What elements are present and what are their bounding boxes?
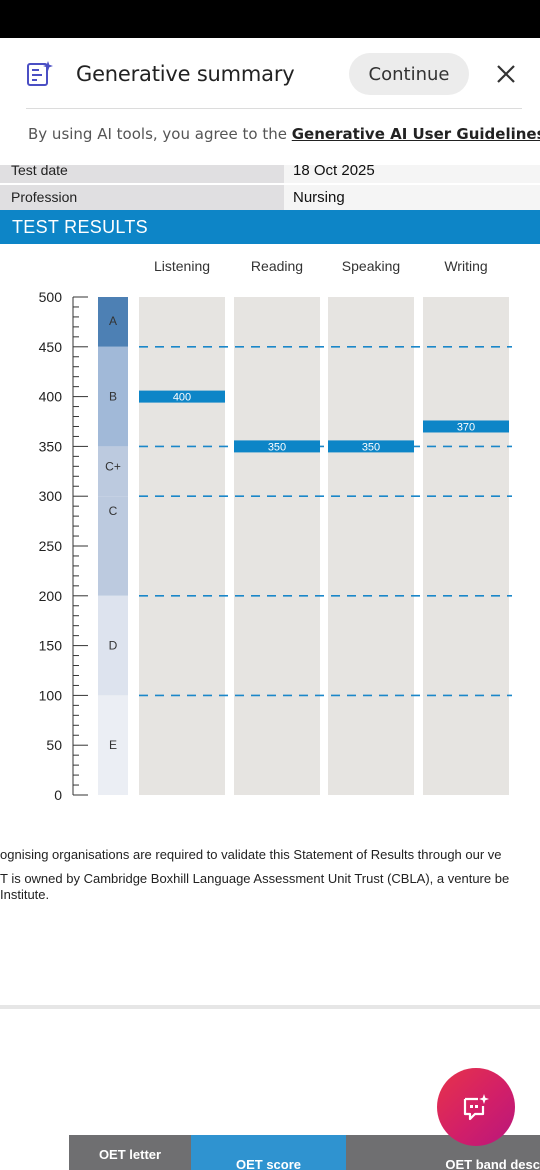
- y-tick-label: 400: [39, 389, 63, 405]
- page-divider: [0, 1005, 540, 1009]
- ai-chat-icon: [463, 1094, 489, 1121]
- score-bar: [139, 390, 225, 403]
- column-header: Listening: [154, 258, 210, 274]
- score-bar-label: 350: [268, 441, 286, 453]
- score-column: [328, 297, 414, 795]
- grade-band: [98, 346, 128, 447]
- footer-line-1: ognising organisations are required to v…: [0, 847, 502, 862]
- grade-band: [98, 297, 128, 347]
- tab-oet-band[interactable]: OET band desc: [346, 1135, 540, 1170]
- score-bar-label: 370: [457, 421, 475, 433]
- summary-title: Generative summary: [76, 62, 295, 86]
- score-bar-label: 400: [173, 392, 191, 404]
- grade-band: [98, 595, 128, 696]
- grade-label: C: [109, 504, 118, 518]
- grade-band: [98, 496, 128, 596]
- ai-assistant-button[interactable]: [437, 1068, 515, 1146]
- score-column: [423, 297, 509, 795]
- y-tick-label: 250: [39, 538, 63, 554]
- y-tick-label: 350: [39, 438, 63, 454]
- close-icon[interactable]: [494, 62, 518, 86]
- grade-band: [98, 446, 128, 497]
- y-tick-label: 450: [39, 339, 63, 355]
- results-chart: Listening Reading Speaking Writing A B C+ C D E 0 5…: [39, 258, 512, 803]
- column-header: Writing: [444, 258, 487, 274]
- grade-label: E: [109, 738, 117, 752]
- info-value: Nursing: [284, 185, 540, 210]
- grade-label: A: [109, 314, 117, 328]
- score-bar-label: 350: [362, 441, 380, 453]
- generative-ai-icon: [27, 61, 53, 86]
- column-header: Reading: [251, 258, 303, 274]
- document-view: Test date 18 Oct 2025 Profession Nursing…: [0, 158, 540, 1008]
- y-tick-label: 0: [54, 787, 62, 803]
- y-tick-label: 150: [39, 638, 63, 654]
- y-tick-label: 300: [39, 488, 63, 504]
- grade-label: D: [109, 639, 118, 653]
- y-tick-label: 50: [46, 737, 62, 753]
- score-column: [139, 297, 225, 795]
- grade-label: B: [109, 390, 117, 404]
- guidelines-link[interactable]: Generative AI User Guidelines.: [291, 125, 540, 143]
- header-divider: [26, 108, 522, 109]
- y-tick-label: 500: [39, 289, 63, 305]
- grade-band: [98, 695, 128, 795]
- y-tick-label: 200: [39, 588, 63, 604]
- score-bar: [328, 440, 414, 453]
- continue-button[interactable]: Continue: [349, 53, 469, 95]
- score-column: [234, 297, 320, 795]
- score-bar: [234, 440, 320, 453]
- info-label: Profession: [0, 185, 284, 210]
- summary-header: Generative summary Continue By using AI …: [0, 38, 540, 165]
- ai-disclaimer: By using AI tools, you agree to the Gene…: [28, 125, 540, 143]
- column-header: Speaking: [342, 258, 400, 274]
- score-bar: [423, 420, 509, 433]
- results-heading: TEST RESULTS: [0, 210, 540, 244]
- bottom-tabs: OET letter OET score OET band desc: [0, 1135, 540, 1170]
- footer-line-2: T is owned by Cambridge Boxhill Language…: [0, 871, 510, 886]
- info-row-profession: Profession Nursing: [0, 185, 540, 210]
- footer-line-3: Institute.: [0, 887, 50, 902]
- tab-oet-score[interactable]: OET score: [191, 1135, 346, 1170]
- tab-oet-letter[interactable]: OET letter: [69, 1135, 191, 1170]
- status-bar: [0, 0, 540, 38]
- grade-label: C+: [105, 459, 121, 473]
- y-tick-label: 100: [39, 687, 63, 703]
